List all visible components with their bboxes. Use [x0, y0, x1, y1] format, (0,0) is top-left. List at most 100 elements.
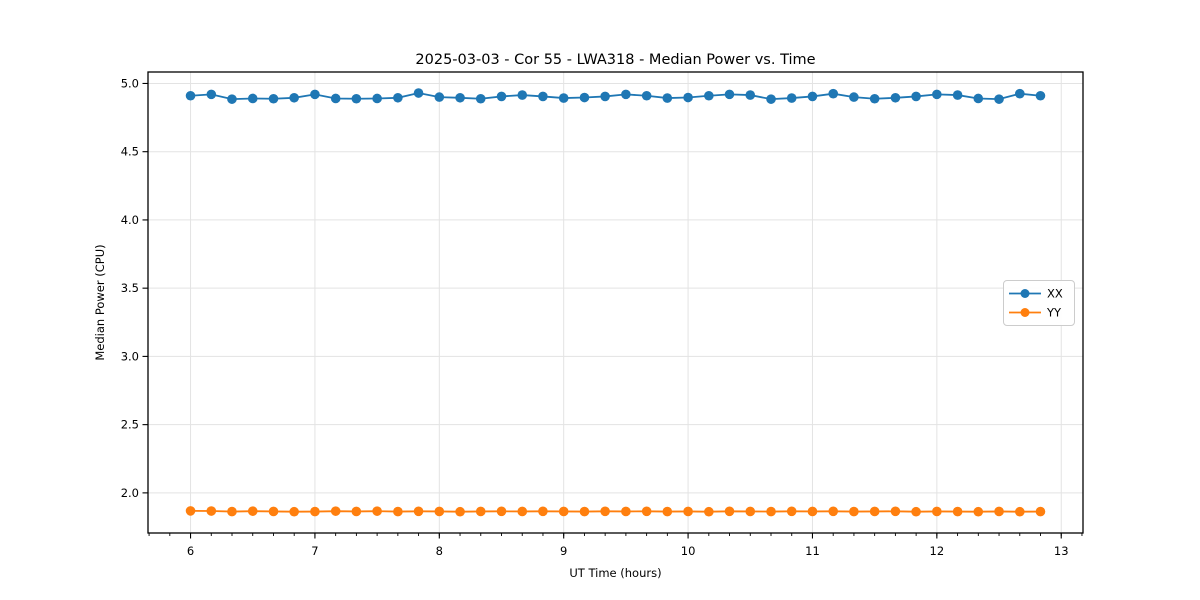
y-tick-label: 4.5	[121, 145, 139, 159]
data-point-xx	[952, 90, 963, 100]
data-point-xx	[973, 93, 984, 104]
y-tick-label: 3.5	[121, 281, 139, 295]
x-tick-label: 7	[311, 544, 318, 558]
data-point-yy	[538, 506, 548, 517]
data-point-yy	[662, 506, 673, 517]
data-point-yy	[621, 506, 631, 517]
data-point-xx	[496, 91, 507, 102]
y-tick-label: 3.0	[121, 349, 139, 363]
data-point-xx	[558, 93, 569, 103]
legend-item-xx: XX	[1009, 287, 1063, 301]
x-tick-label: 10	[681, 544, 696, 558]
data-point-yy	[268, 506, 279, 517]
data-point-yy	[600, 506, 610, 517]
data-point-xx	[994, 94, 1004, 104]
y-tick-label: 2.0	[121, 486, 139, 500]
data-point-yy	[973, 506, 984, 517]
data-point-xx	[413, 88, 424, 98]
data-point-yy	[952, 506, 963, 517]
x-tick-label: 8	[436, 544, 443, 558]
data-point-yy	[434, 506, 445, 517]
legend-label-yy: YY	[1046, 306, 1062, 320]
data-point-xx	[185, 90, 196, 101]
x-tick-label: 9	[560, 544, 567, 558]
data-point-yy	[289, 506, 299, 517]
data-point-xx	[247, 93, 258, 104]
data-point-yy	[517, 506, 528, 517]
data-point-xx	[538, 91, 548, 102]
data-point-yy	[745, 506, 756, 517]
data-point-xx	[455, 92, 465, 103]
data-point-xx	[351, 93, 362, 104]
data-series	[185, 88, 1046, 517]
data-point-xx	[434, 92, 445, 102]
data-point-xx	[393, 92, 403, 103]
data-point-xx	[786, 93, 797, 103]
data-point-xx	[621, 89, 631, 100]
data-point-yy	[351, 506, 362, 517]
data-point-xx	[289, 92, 299, 103]
legend-label-xx: XX	[1047, 287, 1063, 301]
data-point-xx	[517, 90, 528, 100]
data-point-xx	[475, 93, 486, 104]
data-point-xx	[807, 91, 818, 102]
data-point-xx	[745, 90, 756, 100]
x-tick-label: 6	[187, 544, 194, 558]
data-point-xx	[766, 94, 776, 104]
data-point-yy	[807, 506, 818, 517]
data-point-xx	[330, 93, 341, 104]
data-point-yy	[828, 506, 839, 517]
data-point-xx	[600, 91, 610, 102]
legend-marker-yy	[1020, 308, 1030, 317]
x-tick-label: 13	[1054, 544, 1069, 558]
data-point-yy	[310, 506, 320, 517]
gridlines	[148, 72, 1083, 533]
data-point-yy	[496, 506, 507, 517]
data-point-yy	[413, 506, 424, 517]
data-point-yy	[558, 506, 569, 517]
data-point-yy	[185, 506, 196, 516]
data-point-yy	[786, 506, 797, 517]
data-point-yy	[932, 506, 942, 517]
data-point-yy	[1035, 506, 1046, 517]
legend-item-yy: YY	[1009, 306, 1062, 320]
data-point-yy	[455, 506, 465, 517]
data-point-yy	[475, 506, 486, 517]
data-point-xx	[641, 90, 652, 101]
data-point-xx	[724, 89, 735, 100]
y-tick-label: 2.5	[121, 418, 139, 432]
legend-box	[1003, 280, 1075, 326]
data-point-yy	[683, 506, 693, 517]
y-tick-labels: 2.0 2.5 3.0 3.5 4.0 4.5 5.0	[121, 76, 139, 499]
x-tick-label: 11	[805, 544, 820, 558]
data-point-yy	[393, 506, 403, 517]
data-point-xx	[849, 92, 859, 102]
data-point-yy	[911, 506, 921, 517]
data-point-yy	[766, 506, 776, 517]
data-point-xx	[932, 89, 942, 100]
legend-marker-xx	[1020, 289, 1030, 298]
x-tick-labels: 6 7 8 9 10 11 12 13	[187, 544, 1069, 558]
data-point-yy	[869, 506, 880, 517]
data-point-xx	[704, 90, 714, 101]
y-axis-label: Median Power (CPU)	[93, 244, 107, 360]
data-point-xx	[662, 93, 673, 103]
data-point-yy	[1015, 506, 1025, 517]
y-tick-label: 4.0	[121, 213, 139, 227]
data-point-xx	[683, 92, 693, 103]
data-point-xx	[579, 92, 590, 103]
chart-title: 2025-03-03 - Cor 55 - LWA318 - Median Po…	[415, 52, 815, 68]
data-point-yy	[579, 506, 590, 517]
data-point-yy	[247, 506, 258, 516]
data-point-yy	[227, 506, 237, 517]
data-point-xx	[310, 89, 320, 100]
legend: XX YY	[1003, 280, 1075, 326]
data-point-yy	[641, 506, 652, 517]
data-point-yy	[849, 506, 859, 517]
data-point-xx	[1015, 88, 1025, 99]
data-point-xx	[869, 93, 880, 104]
data-point-xx	[227, 94, 237, 104]
data-point-xx	[268, 93, 279, 104]
